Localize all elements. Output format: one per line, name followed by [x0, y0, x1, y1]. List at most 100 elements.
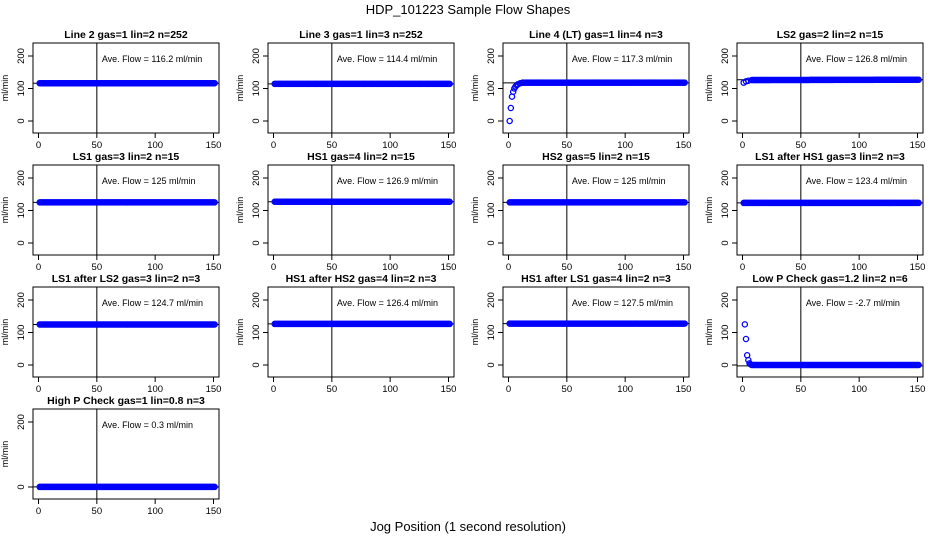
y-axis-label: ml/min	[235, 197, 245, 224]
y-axis-label: ml/min	[704, 197, 714, 224]
panel-title: LS1 after HS1 gas=3 lin=2 n=3	[755, 151, 905, 163]
y-tick-label: 100	[16, 325, 27, 341]
x-tick-label: 0	[506, 262, 511, 273]
x-tick-label: 150	[206, 262, 222, 273]
y-tick-label: 0	[16, 362, 27, 367]
data-points	[271, 80, 453, 88]
figure-xlabel: Jog Position (1 second resolution)	[370, 519, 566, 534]
x-tick-label: 50	[92, 384, 103, 395]
y-tick-label: 100	[720, 325, 731, 341]
x-tick-label: 150	[676, 140, 692, 151]
x-tick-label: 100	[851, 262, 867, 273]
x-tick-label: 100	[617, 262, 633, 273]
data-points	[36, 483, 218, 491]
data-point	[211, 199, 218, 206]
chart-panel: LS2 gas=2 lin=2 n=15 ml/min 0 100 200 0 50 100 1…	[704, 29, 925, 151]
x-tick-label: 150	[206, 384, 222, 395]
y-tick-label: 100	[486, 325, 497, 341]
y-tick-label: 0	[486, 240, 497, 245]
data-points	[740, 199, 922, 207]
y-tick-label: 100	[486, 203, 497, 219]
y-axis-label: ml/min	[704, 319, 714, 346]
y-tick-label: 100	[251, 203, 262, 219]
chart-panel: HS1 gas=4 lin=2 n=15 ml/min 0 100 200 0 50 100 1…	[235, 151, 456, 273]
y-tick-label: 0	[720, 362, 731, 367]
y-tick-label: 0	[251, 362, 262, 367]
y-axis-label: ml/min	[704, 75, 714, 102]
x-tick-label: 50	[796, 262, 807, 273]
data-points	[271, 320, 453, 328]
y-axis-label: ml/min	[470, 319, 480, 346]
average-annotation: Ave. Flow = 126.4 ml/min	[337, 298, 438, 308]
x-tick-label: 50	[562, 384, 573, 395]
y-tick-label: 100	[720, 203, 731, 219]
x-tick-label: 100	[147, 384, 163, 395]
x-tick-label: 50	[327, 140, 338, 151]
x-tick-label: 0	[36, 506, 41, 517]
x-tick-label: 50	[92, 140, 103, 151]
data-point	[915, 361, 922, 369]
x-tick-label: 100	[617, 384, 633, 395]
data-points	[36, 199, 218, 206]
data-point	[681, 199, 688, 206]
data-point	[506, 117, 513, 125]
data-point	[915, 76, 922, 83]
x-tick-label: 150	[910, 384, 926, 395]
chart-panel: Line 3 gas=1 lin=3 n=252 ml/min 0 100 200 0 50…	[235, 29, 456, 151]
x-tick-label: 0	[36, 140, 41, 151]
y-tick-label: 0	[720, 240, 731, 245]
x-tick-label: 0	[271, 384, 276, 395]
y-tick-label: 200	[486, 48, 497, 64]
x-tick-label: 50	[327, 384, 338, 395]
y-tick-label: 100	[720, 81, 731, 97]
panel-title: HS1 after HS2 gas=4 lin=2 n=3	[286, 273, 437, 285]
chart-panel: Line 4 (LT) gas=1 lin=4 n=3 ml/min 0 100 200…	[470, 29, 691, 151]
x-tick-label: 150	[676, 262, 692, 273]
x-tick-label: 0	[36, 384, 41, 395]
data-point	[211, 79, 218, 87]
x-tick-label: 100	[382, 262, 398, 273]
average-annotation: Ave. Flow = 0.3 ml/min	[102, 420, 193, 430]
y-tick-label: 0	[16, 240, 27, 245]
x-tick-label: 100	[851, 140, 867, 151]
y-axis-label: ml/min	[0, 197, 10, 224]
x-tick-label: 50	[92, 262, 103, 273]
y-tick-label: 100	[251, 81, 262, 97]
average-annotation: Ave. Flow = 126.9 ml/min	[337, 176, 438, 186]
y-tick-label: 0	[251, 240, 262, 245]
y-axis-label: ml/min	[470, 75, 480, 102]
chart-panel: Low P Check gas=1.2 lin=2 n=6 ml/min 0 100 2…	[704, 273, 925, 395]
y-tick-label: 200	[16, 292, 27, 308]
x-tick-label: 50	[796, 140, 807, 151]
y-tick-label: 200	[720, 48, 731, 64]
panel-title: Low P Check gas=1.2 lin=2 n=6	[752, 273, 907, 285]
data-points	[506, 320, 688, 327]
y-tick-label: 100	[16, 81, 27, 97]
average-annotation: Ave. Flow = 117.3 ml/min	[572, 54, 672, 64]
y-tick-label: 100	[251, 325, 262, 341]
data-points	[36, 321, 218, 328]
data-point	[681, 320, 688, 327]
panel-title: LS1 gas=3 lin=2 n=15	[73, 151, 180, 163]
chart-panel: LS1 gas=3 lin=2 n=15 ml/min 0 100 200 0 50 100 1…	[0, 151, 221, 273]
chart-panel: LS1 after HS1 gas=3 lin=2 n=3 ml/min 0 100 2…	[704, 151, 925, 273]
average-annotation: Ave. Flow = 125 ml/min	[572, 176, 666, 186]
y-tick-label: 0	[16, 118, 27, 123]
y-axis-label: ml/min	[235, 75, 245, 102]
x-tick-label: 100	[851, 384, 867, 395]
data-point	[681, 79, 688, 86]
data-points	[271, 198, 453, 206]
y-tick-label: 200	[720, 292, 731, 308]
average-annotation: Ave. Flow = 125 ml/min	[102, 176, 196, 186]
data-point	[211, 321, 218, 328]
panel-title: Line 4 (LT) gas=1 lin=4 n=3	[529, 29, 663, 41]
data-points	[36, 79, 218, 87]
y-axis-label: ml/min	[0, 75, 10, 102]
y-tick-label: 200	[251, 170, 262, 186]
x-tick-label: 0	[271, 140, 276, 151]
panel-title: Line 3 gas=1 lin=3 n=252	[299, 29, 423, 41]
x-tick-label: 150	[206, 140, 222, 151]
x-tick-label: 100	[147, 262, 163, 273]
y-tick-label: 100	[486, 81, 497, 97]
